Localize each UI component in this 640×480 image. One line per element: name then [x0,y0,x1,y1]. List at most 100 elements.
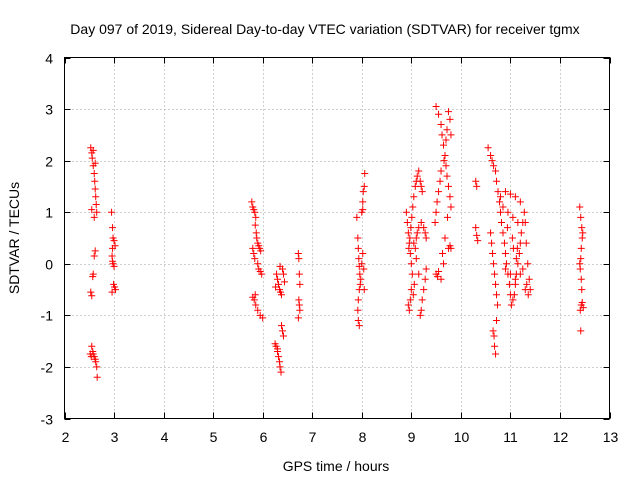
data-point [490,260,498,268]
data-point [420,286,428,294]
data-point [89,146,97,154]
data-point [277,368,285,376]
axis-ticks [64,57,611,420]
data-point [357,275,365,283]
x-tick-label: 7 [309,429,317,445]
data-point [354,234,362,242]
data-point [88,206,96,214]
data-point [410,280,418,288]
data-point [493,317,501,325]
data-point [90,170,98,178]
data-point [253,234,261,242]
data-point [524,260,532,268]
data-point [446,193,454,201]
x-axis-label: GPS time / hours [283,458,390,474]
data-point [447,203,455,211]
data-point [358,260,366,268]
data-point [93,373,101,381]
data-point [511,275,519,283]
chart-title: Day 097 of 2019, Sidereal Day-to-day VTE… [70,21,579,37]
data-point [408,270,416,278]
data-point [249,293,257,301]
data-point [499,229,507,237]
data-point [487,229,495,237]
data-point [405,244,413,252]
data-point [404,301,412,309]
data-point [417,219,425,227]
data-point [91,177,99,185]
data-point [360,286,368,294]
x-tick-label: 10 [454,429,470,445]
data-point [359,249,367,257]
data-point [280,278,288,286]
data-point [515,249,523,257]
data-point [472,177,480,185]
data-point [250,249,258,257]
data-point [88,154,96,162]
data-point [484,144,492,152]
x-tick-label: 3 [111,429,119,445]
x-tick-label: 13 [603,429,619,445]
data-point [444,108,452,116]
data-point [497,193,504,201]
data-point [91,159,99,167]
data-point [578,286,586,294]
x-tick-label: 11 [503,429,518,445]
data-point [356,270,364,278]
data-point [416,311,424,319]
data-point [441,234,449,242]
data-point [254,260,262,268]
data-point [501,188,509,196]
data-point [408,213,416,221]
data-point [501,265,509,273]
data-point [488,157,496,165]
data-point [494,188,502,196]
data-point [493,291,501,299]
data-point [521,286,529,294]
y-tick-label: -1 [41,308,54,324]
data-point [523,280,531,288]
data-point [412,234,420,242]
data-point [492,280,500,288]
data-point [88,342,96,350]
data-point [273,270,281,278]
data-point [489,327,497,335]
data-point [431,219,439,227]
y-tick-label: 1 [45,205,53,221]
data-point [500,239,508,247]
data-point [418,188,426,196]
x-tick-label: 9 [408,429,416,445]
data-point [492,350,500,358]
data-point [440,157,448,165]
y-tick-label: -2 [41,360,54,376]
data-point [493,177,501,185]
data-point [295,255,303,263]
data-point [87,288,95,296]
data-point [415,167,423,175]
data-point [248,198,256,206]
data-point [413,229,421,237]
data-point [90,213,98,221]
data-point [411,244,419,252]
data-point [519,265,527,273]
data-point [354,244,362,252]
data-point [359,188,367,196]
data-point [417,182,425,190]
data-point [355,255,363,263]
y-tick-label: 3 [45,102,53,118]
data-point [110,237,118,245]
data-point [403,219,411,227]
data-point [410,239,418,247]
data-point [511,193,519,201]
data-point [354,317,362,325]
data-point [443,126,451,134]
data-point [499,203,507,211]
data-point [578,224,586,232]
data-point [412,255,420,263]
x-tick-label: 12 [553,429,569,445]
data-point [406,234,414,242]
data-point [354,306,362,314]
x-tick-label: 5 [210,429,218,445]
data-point [577,255,585,263]
